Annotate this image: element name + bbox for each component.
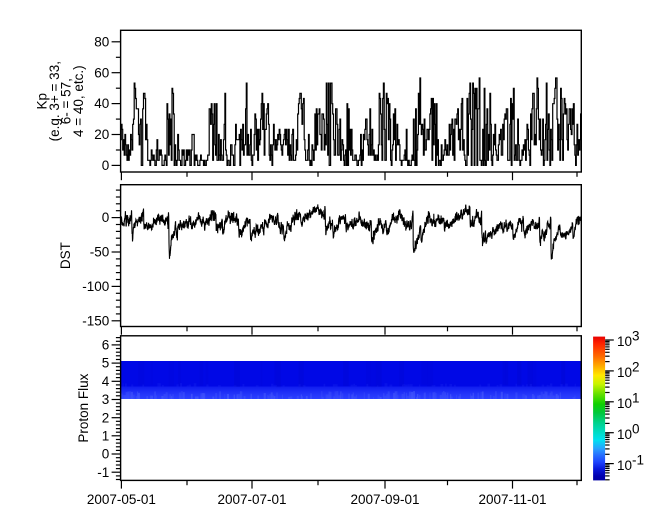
svg-text:2007-11-01: 2007-11-01 xyxy=(478,492,546,507)
svg-text:2: 2 xyxy=(102,410,110,425)
svg-text:Kp: Kp xyxy=(34,93,49,110)
svg-text:60: 60 xyxy=(94,65,109,80)
svg-text:5: 5 xyxy=(102,356,110,371)
svg-text:-50: -50 xyxy=(90,245,110,260)
svg-text:4: 4 xyxy=(102,374,110,389)
svg-text:1: 1 xyxy=(102,428,110,443)
svg-text:2007-07-01: 2007-07-01 xyxy=(217,492,286,507)
svg-text:0: 0 xyxy=(102,210,110,225)
svg-text:3: 3 xyxy=(102,392,110,407)
svg-text:4 = 40, etc.): 4 = 40, etc.) xyxy=(71,65,86,137)
svg-text:2007-09-01: 2007-09-01 xyxy=(350,492,419,507)
svg-text:2007-05-01: 2007-05-01 xyxy=(87,492,156,507)
svg-text:DST: DST xyxy=(58,242,73,269)
svg-text:-1: -1 xyxy=(97,465,109,480)
svg-text:-150: -150 xyxy=(82,313,109,328)
svg-text:80: 80 xyxy=(94,34,109,49)
svg-text:6: 6 xyxy=(102,338,110,353)
svg-text:Proton Flux: Proton Flux xyxy=(76,373,91,442)
svg-text:0: 0 xyxy=(102,158,110,173)
svg-text:20: 20 xyxy=(94,127,109,142)
svg-text:0: 0 xyxy=(102,447,110,462)
svg-text:40: 40 xyxy=(94,96,109,111)
svg-text:(e.g. 3+ = 33,: (e.g. 3+ = 33, xyxy=(47,61,62,141)
svg-text:6- = 57,: 6- = 57, xyxy=(59,78,74,124)
svg-text:-100: -100 xyxy=(82,279,109,294)
